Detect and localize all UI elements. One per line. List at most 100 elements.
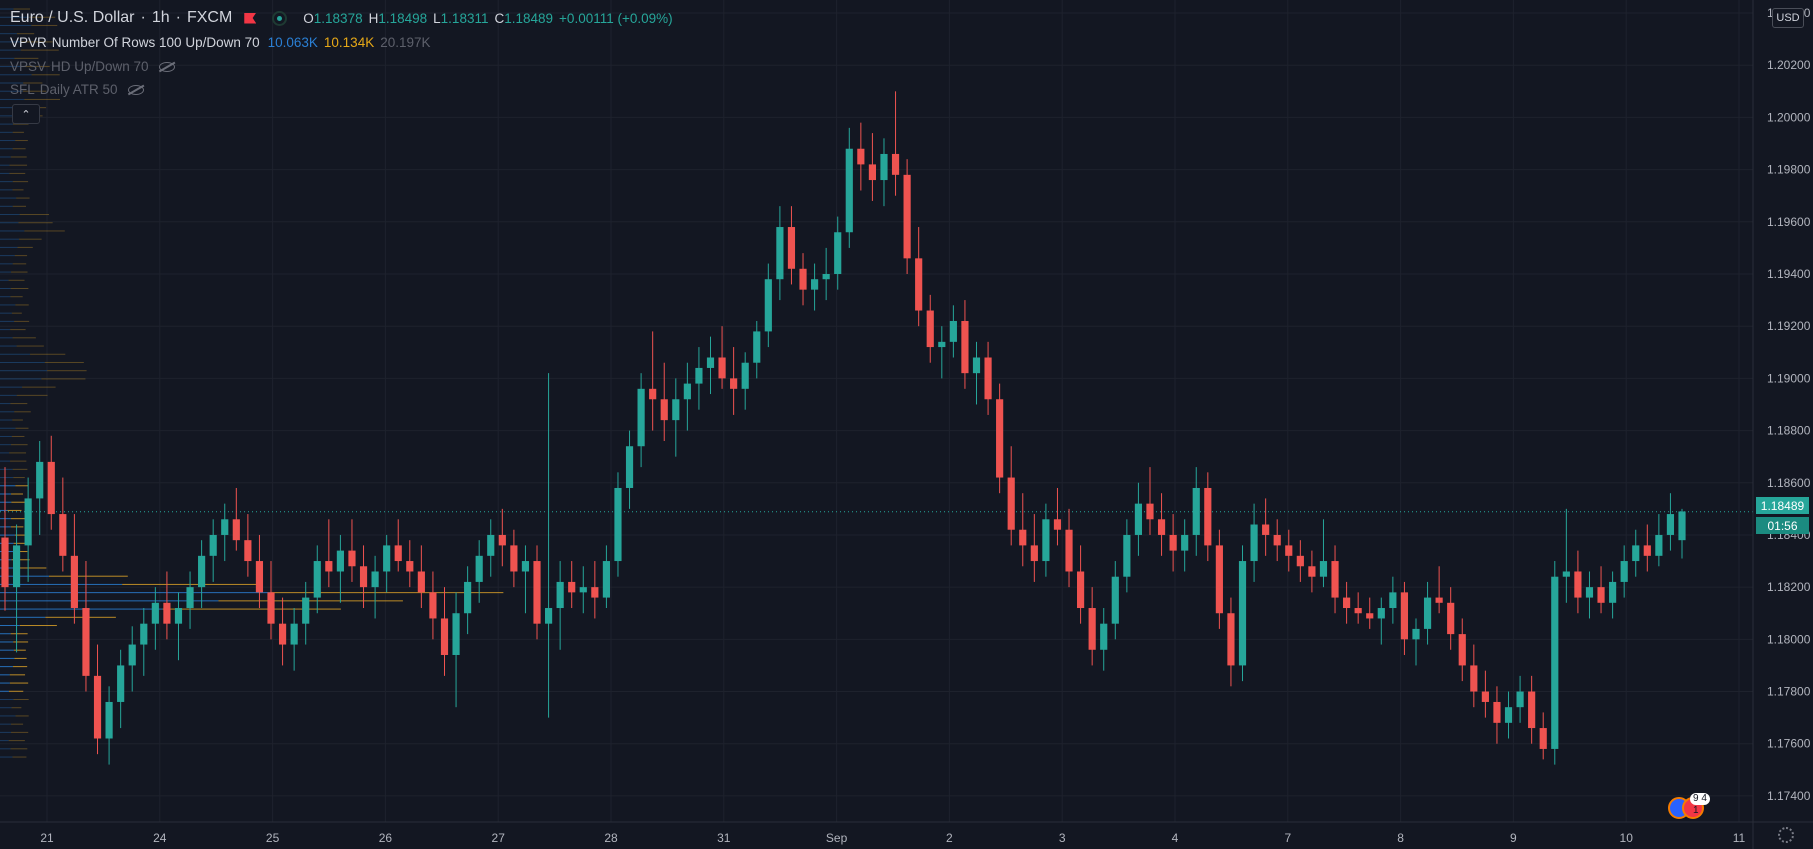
volume-row-down xyxy=(16,394,48,396)
candle-body xyxy=(1204,487,1212,546)
candle-body xyxy=(475,555,483,582)
candle-body xyxy=(12,545,21,588)
volume-row-up xyxy=(0,641,14,643)
market-status-icon[interactable] xyxy=(272,10,288,26)
volume-row-down xyxy=(15,715,29,717)
volume-row-up xyxy=(0,435,12,437)
candle-body xyxy=(1007,477,1015,530)
volume-row-up xyxy=(0,485,16,487)
candle-body xyxy=(1458,634,1466,666)
candle-body xyxy=(198,555,206,588)
volume-row-down xyxy=(9,452,27,454)
vpvr-total-volume: 20.197K xyxy=(380,35,431,50)
price-tick-label: 1.19600 xyxy=(1767,215,1811,229)
volume-row-up xyxy=(0,444,11,446)
eye-off-icon[interactable] xyxy=(158,61,175,72)
volume-row-down xyxy=(14,657,27,659)
candle-body xyxy=(278,623,287,645)
price-axis[interactable]: 1.204001.202001.200001.198001.196001.194… xyxy=(1767,6,1811,803)
candle-body xyxy=(1134,503,1143,535)
volume-row-up xyxy=(0,468,13,470)
volume-row-down xyxy=(15,427,29,429)
candle-body xyxy=(1343,597,1351,609)
volume-row-up xyxy=(0,238,20,240)
time-axis[interactable]: 21 24 25 26 27 28 31 Sep 2 3 4 7 8 9 10 11 xyxy=(40,831,1745,845)
gear-icon[interactable] xyxy=(1778,827,1794,843)
candle-body xyxy=(568,581,576,593)
candle-body xyxy=(140,623,148,645)
interval[interactable]: 1h xyxy=(151,9,170,26)
volume-row-down xyxy=(11,707,22,709)
volume-row-down xyxy=(9,674,26,676)
candle-body xyxy=(1389,592,1397,609)
indicator-sfl[interactable]: SFL Daily ATR 50 xyxy=(10,82,144,97)
indicator-vpsv[interactable]: VPSV HD Up/Down 70 xyxy=(10,59,175,74)
candle-body xyxy=(1504,707,1513,723)
close-key: C xyxy=(494,10,505,26)
alerts-badge[interactable]: 9 4 1 xyxy=(1668,793,1710,819)
candle-body xyxy=(163,602,171,624)
candle-body xyxy=(209,534,217,556)
candle-body xyxy=(336,550,344,572)
indicator-name[interactable]: VPVR xyxy=(10,35,47,50)
candle-body xyxy=(764,279,772,332)
symbol-legend[interactable]: Euro / U.S. Dollar · 1h · FXCM O1.18378 … xyxy=(10,9,673,27)
symbol-name[interactable]: Euro / U.S. Dollar xyxy=(10,9,135,26)
volume-row-up xyxy=(0,723,11,725)
candle-body xyxy=(383,545,391,572)
candle-body xyxy=(452,613,460,655)
volume-row-up xyxy=(0,411,15,413)
volume-row-down xyxy=(16,567,47,569)
candle-body xyxy=(1412,628,1420,640)
indicator-vpvr[interactable]: VPVR Number Of Rows 100 Up/Down 70 10.06… xyxy=(10,35,431,50)
volume-row-down xyxy=(13,542,26,544)
candle-body xyxy=(1400,592,1409,640)
candle-body xyxy=(1632,545,1640,562)
currency-button[interactable]: USD xyxy=(1772,8,1804,28)
volume-row-up xyxy=(0,320,15,322)
volume-row-down xyxy=(22,90,47,92)
volume-row-up xyxy=(0,353,31,355)
indicator-name[interactable]: VPSV xyxy=(10,59,47,74)
candle-body xyxy=(359,566,368,588)
indicator-params: HD Up/Down 70 xyxy=(51,59,149,74)
candle-body xyxy=(47,461,55,515)
chevron-up-icon[interactable]: ⌃ xyxy=(12,104,40,124)
volume-row-up xyxy=(0,329,11,331)
volume-row-up xyxy=(0,271,12,273)
volume-row-up xyxy=(0,600,219,602)
volume-row-up xyxy=(0,49,21,51)
volume-row-down xyxy=(10,444,28,446)
indicator-params: Number Of Rows 100 Up/Down 70 xyxy=(51,35,260,50)
time-tick-label: 7 xyxy=(1284,831,1291,845)
exchange[interactable]: FXCM xyxy=(186,9,233,26)
indicator-name[interactable]: SFL xyxy=(10,82,35,97)
volume-row-down xyxy=(12,756,27,758)
candle-body xyxy=(972,357,981,374)
volume-row-up xyxy=(0,509,8,511)
volume-row-up xyxy=(0,501,12,503)
volume-row-down xyxy=(12,148,26,150)
candle-body xyxy=(325,561,333,572)
candle-body xyxy=(730,378,738,389)
candle-body xyxy=(244,540,252,562)
volume-row-down xyxy=(13,699,29,700)
volume-row-down xyxy=(17,246,33,248)
eye-off-icon[interactable] xyxy=(127,84,144,95)
candle-body xyxy=(417,571,425,593)
open-value: 1.18378 xyxy=(313,10,363,26)
separator: · xyxy=(175,9,181,26)
price-tick-label: 1.17800 xyxy=(1767,685,1811,699)
volume-row-down xyxy=(16,33,35,35)
flag-icon[interactable] xyxy=(244,12,257,24)
volume-row-up xyxy=(0,263,13,265)
volume-row-up xyxy=(0,148,13,150)
candle-body xyxy=(1551,576,1559,749)
volume-row-up xyxy=(0,682,10,684)
candle-body xyxy=(302,597,310,624)
candle-body xyxy=(799,268,807,290)
volume-row-down xyxy=(10,460,27,462)
candle-body xyxy=(267,592,275,624)
